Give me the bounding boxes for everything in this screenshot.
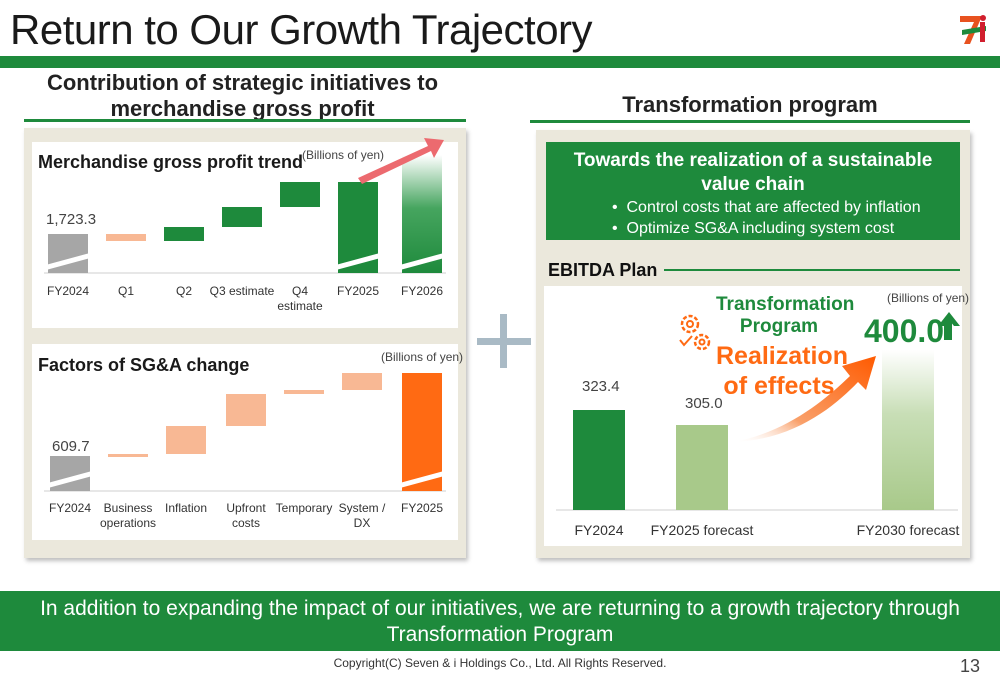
- tick-label: Q1: [117, 284, 134, 298]
- axis-break: [43, 252, 93, 271]
- left-heading-line2: merchandise gross profit: [110, 96, 375, 121]
- ebitda-value-fy2030: 400.0: [864, 313, 945, 349]
- sga-chart-title: Factors of SG&A change: [38, 355, 250, 375]
- gross-profit-start-value: 1,723.3: [46, 211, 97, 228]
- copyright: Copyright(C) Seven & i Holdings Co., Ltd…: [333, 656, 667, 670]
- bar-q4-estimate: [280, 182, 320, 207]
- plus-sign-vertical: [500, 314, 507, 368]
- gross-profit-card: [32, 142, 458, 328]
- axis-break: [397, 252, 447, 271]
- footer-message: In addition to expanding the impact of o…: [0, 591, 1000, 651]
- footer-line1: In addition to expanding the impact of o…: [40, 597, 960, 620]
- tick-label: FY2026: [400, 284, 444, 298]
- value-chain-box: Towards the realization of a sustainable…: [546, 142, 960, 240]
- bar-temporary: [284, 390, 324, 394]
- tick-label: FY2024: [48, 501, 92, 515]
- tick-label: System / DX: [338, 501, 386, 530]
- bullet-item: • Optimize SG&A including system cost: [612, 220, 895, 237]
- axis-break: [397, 470, 447, 489]
- gross-profit-chart-title: Merchandise gross profit trend: [38, 152, 304, 172]
- page-number: 13: [960, 656, 981, 676]
- sga-start-value: 609.7: [52, 438, 90, 455]
- sga-unit: (Billions of yen): [381, 350, 464, 364]
- tick-label: FY2025 forecast: [650, 522, 754, 538]
- growth-arrow: [358, 138, 444, 184]
- tick-label: FY2025: [400, 501, 444, 515]
- bar-q2: [164, 227, 204, 241]
- left-section-heading: Contribution of strategic initiatives to…: [20, 70, 465, 122]
- left-heading-rule: [24, 119, 466, 122]
- bar-q3-estimate: [222, 207, 262, 227]
- tick-label: FY2024: [574, 522, 624, 538]
- tick-label: Inflation: [164, 501, 208, 515]
- tick-label: FY2030 forecast: [856, 522, 960, 538]
- right-heading-rule: [530, 120, 970, 123]
- gear-icon: [679, 314, 711, 351]
- annotation-line: Program: [739, 316, 819, 337]
- tick-label: Q2: [175, 284, 192, 298]
- annotation-line: Transformation: [716, 294, 855, 315]
- bullet-text: Control costs that are affected by infla…: [626, 199, 921, 216]
- bar-fy2026: [402, 155, 442, 273]
- value-chain-title-line1: Towards the realization of a sustainable: [573, 150, 933, 171]
- transformation-arrow: [733, 356, 876, 442]
- annotation-line: of effects: [723, 372, 835, 400]
- ebitda-value-fy2025: 305.0: [685, 395, 723, 412]
- company-logo: [952, 8, 992, 50]
- ebitda-title-rule: [664, 269, 960, 271]
- tick-label: FY2025: [336, 284, 380, 298]
- axis-break: [333, 252, 383, 271]
- bar-fy2024: [573, 410, 625, 510]
- tick-label: Q3 estimate: [209, 284, 275, 298]
- ebitda-unit: (Billions of yen): [887, 291, 970, 305]
- ebitda-plan-title: EBITDA Plan: [548, 260, 658, 280]
- bar-q1: [106, 234, 146, 241]
- tick-label: FY2024: [46, 284, 90, 298]
- footer-line2: Transformation Program: [386, 623, 614, 646]
- ebitda-value-fy2024: 323.4: [582, 378, 620, 395]
- page-title: Return to Our Growth Trajectory: [10, 6, 593, 53]
- bar-fy2025-forecast: [676, 425, 728, 510]
- header-rule: [0, 56, 1000, 68]
- sga-card: [32, 344, 458, 540]
- bar-inflation: [166, 426, 206, 454]
- up-arrow-icon: [938, 312, 960, 340]
- bullet-text: Optimize SG&A including system cost: [626, 220, 895, 237]
- annotation-line: Realization: [716, 342, 848, 370]
- bar-fy2025: [402, 373, 442, 491]
- tick-label: Q4 estimate: [277, 284, 323, 313]
- bar-upfront-costs: [226, 394, 266, 426]
- left-heading-line1: Contribution of strategic initiatives to: [46, 70, 439, 95]
- bullet-item: • Control costs that are affected by inf…: [612, 199, 921, 216]
- axis-break: [45, 470, 95, 489]
- bar-system-dx: [342, 373, 382, 390]
- gross-profit-unit: (Billions of yen): [302, 148, 385, 162]
- right-section-heading: Transformation program: [622, 92, 878, 117]
- transformation-program-label: Transformation Program: [716, 294, 855, 338]
- tick-label: Business operations: [99, 501, 157, 530]
- bar-business-operations: [108, 454, 148, 457]
- tick-label: Temporary: [275, 501, 333, 515]
- tick-label: Upfront costs: [226, 501, 266, 530]
- bar-fy2030-forecast: [882, 350, 934, 510]
- realization-of-effects-label: Realization of effects: [716, 341, 848, 401]
- value-chain-title-line2: value chain: [701, 174, 805, 195]
